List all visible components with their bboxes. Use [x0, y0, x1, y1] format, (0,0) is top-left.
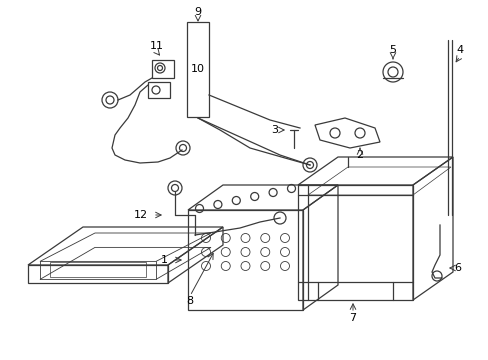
Text: 7: 7: [349, 313, 356, 323]
Text: 6: 6: [453, 263, 461, 273]
Text: 2: 2: [356, 150, 363, 160]
Text: 10: 10: [191, 64, 204, 74]
Text: 1: 1: [161, 255, 168, 265]
Text: 11: 11: [150, 41, 163, 51]
Text: 9: 9: [194, 7, 201, 17]
Text: 8: 8: [186, 296, 193, 306]
Text: 3: 3: [271, 125, 278, 135]
Text: 5: 5: [389, 45, 396, 55]
Text: 12: 12: [134, 210, 148, 220]
Text: 4: 4: [455, 45, 463, 55]
